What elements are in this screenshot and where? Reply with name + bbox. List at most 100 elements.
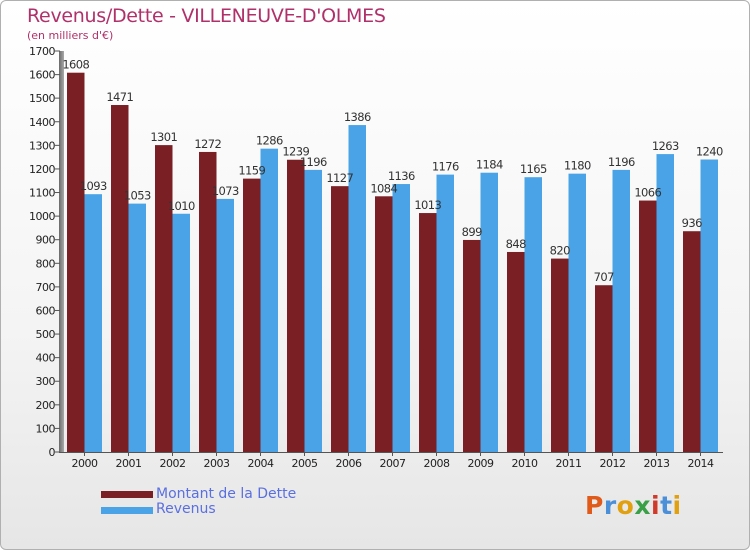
bar-dette (595, 285, 613, 452)
y-tick-label: 400 (36, 352, 56, 365)
bar-dette (419, 213, 437, 452)
logo-letter: t (660, 491, 673, 520)
y-tick-label: 1500 (29, 92, 55, 105)
bar-dette (331, 186, 349, 452)
data-label-revenus: 1010 (168, 199, 195, 213)
logo-letter: r (603, 491, 617, 520)
y-tick-label: 1100 (29, 187, 55, 200)
y-tick-label: 200 (36, 399, 56, 412)
bar-dette (243, 178, 261, 452)
legend-label-dette: Montant de la Dette (156, 486, 297, 502)
bar-revenus (260, 148, 278, 453)
data-label-dette: 848 (506, 237, 526, 251)
bar-dette (683, 231, 701, 452)
y-tick-label: 1300 (29, 139, 55, 152)
bar-revenus (128, 203, 146, 452)
logo-letter: x (634, 491, 651, 520)
data-label-dette: 1608 (62, 58, 89, 72)
bar-dette (375, 196, 393, 452)
data-label-revenus: 1165 (520, 162, 547, 176)
y-axis-band (59, 51, 64, 452)
data-label-revenus: 1180 (564, 159, 591, 173)
data-label-dette: 1239 (282, 145, 309, 159)
x-tick-label: 2002 (160, 457, 186, 470)
data-label-dette: 1272 (194, 137, 221, 151)
x-tick-label: 2003 (204, 457, 230, 470)
y-tick-label: 300 (36, 375, 56, 388)
bar-revenus (216, 198, 234, 452)
data-label-revenus: 1176 (432, 160, 459, 174)
x-tick-label: 2010 (512, 457, 538, 470)
data-label-dette: 1127 (326, 171, 353, 185)
data-label-dette: 820 (550, 244, 570, 258)
data-label-dette: 707 (594, 270, 614, 284)
bar-revenus (304, 169, 322, 452)
x-tick-label: 2009 (468, 457, 494, 470)
y-tick-label: 700 (36, 281, 56, 294)
x-tick-label: 2004 (248, 457, 274, 470)
data-label-revenus: 1053 (124, 189, 151, 203)
data-label-revenus: 1196 (608, 155, 635, 169)
x-tick-label: 2014 (688, 457, 714, 470)
bar-revenus (612, 169, 630, 452)
bar-revenus (480, 172, 498, 452)
bar-revenus (84, 194, 102, 452)
data-label-dette: 899 (462, 225, 482, 239)
y-tick-label: 800 (36, 257, 56, 270)
bar-revenus (392, 184, 410, 452)
bar-revenus (524, 177, 542, 452)
bar-dette (67, 72, 85, 453)
y-tick-label: 1000 (29, 210, 55, 223)
data-label-revenus: 1136 (388, 169, 415, 183)
bar-revenus (568, 173, 586, 453)
bar-dette (507, 251, 525, 452)
y-tick-label: 600 (36, 304, 56, 317)
bar-dette (287, 159, 305, 452)
logo-letter: P (585, 491, 604, 520)
data-label-revenus: 1286 (256, 134, 283, 148)
x-tick-label: 2013 (644, 457, 670, 470)
data-label-dette: 1301 (150, 130, 177, 144)
legend-swatch-dette (101, 491, 153, 498)
bar-dette (199, 151, 217, 452)
data-label-revenus: 1073 (212, 184, 239, 198)
data-label-revenus: 1196 (300, 155, 327, 169)
data-label-revenus: 1240 (696, 145, 723, 159)
data-label-dette: 1084 (370, 181, 397, 195)
data-label-revenus: 1263 (652, 139, 679, 153)
x-tick-label: 2012 (600, 457, 626, 470)
bar-dette (639, 200, 657, 452)
x-tick-label: 2007 (380, 457, 406, 470)
x-tick-label: 2000 (72, 457, 98, 470)
data-label-revenus: 1093 (80, 179, 107, 193)
data-label-dette: 1066 (634, 186, 661, 200)
bar-revenus (700, 159, 718, 452)
bar-revenus (436, 174, 454, 452)
bar-revenus (656, 154, 674, 453)
chart-title: Revenus/Dette - VILLENEUVE-D'OLMES (27, 5, 386, 27)
logo-letter: o (616, 491, 635, 520)
bar-dette (463, 239, 481, 452)
x-tick-label: 2006 (336, 457, 362, 470)
data-label-dette: 1013 (414, 198, 441, 212)
x-tick-label: 2008 (424, 457, 450, 470)
chart-subtitle: (en milliers d'€) (27, 29, 114, 42)
logo-letter: i (651, 491, 661, 520)
bar-dette (111, 105, 129, 452)
y-tick-label: 1400 (29, 116, 55, 129)
x-tick-label: 2011 (556, 457, 582, 470)
y-tick-label: 500 (36, 328, 56, 341)
data-label-dette: 936 (682, 216, 702, 230)
y-tick-label: 900 (36, 234, 56, 247)
y-tick-label: 0 (49, 446, 56, 459)
bar-dette (551, 258, 569, 452)
y-tick-label: 100 (36, 422, 56, 435)
x-tick-label: 2005 (292, 457, 318, 470)
legend-label-revenus: Revenus (156, 501, 216, 517)
legend-swatch-revenus (101, 507, 153, 514)
y-tick-label: 1700 (29, 45, 55, 58)
bar-revenus (348, 125, 366, 452)
data-label-dette: 1471 (106, 90, 133, 104)
